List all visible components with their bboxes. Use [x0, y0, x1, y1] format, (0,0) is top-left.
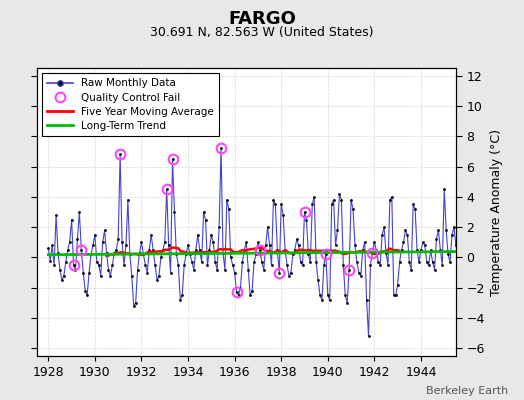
- Text: Berkeley Earth: Berkeley Earth: [426, 386, 508, 396]
- Text: FARGO: FARGO: [228, 10, 296, 28]
- Text: 30.691 N, 82.563 W (United States): 30.691 N, 82.563 W (United States): [150, 26, 374, 39]
- Legend: Raw Monthly Data, Quality Control Fail, Five Year Moving Average, Long-Term Tren: Raw Monthly Data, Quality Control Fail, …: [42, 73, 220, 136]
- Y-axis label: Temperature Anomaly (°C): Temperature Anomaly (°C): [490, 128, 503, 296]
